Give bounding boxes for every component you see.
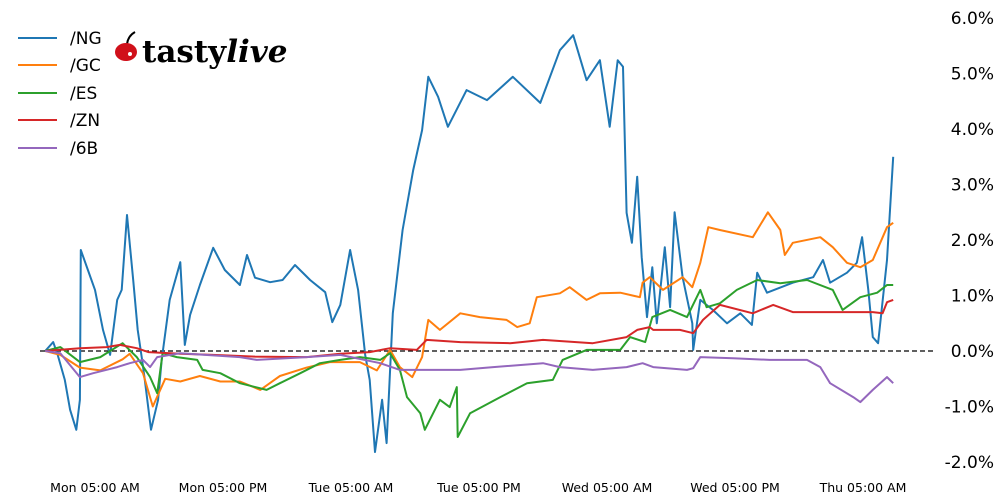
legend-item-6b: /6B [18,139,98,159]
series-line-es [44,279,894,438]
y-tick-label: 1.0% [951,287,994,307]
y-tick-label: 4.0% [951,120,994,140]
logo-text: tastylive [142,34,288,70]
legend-label: /NG [70,29,102,49]
legend: /NG /GC /ES /ZN /6B [18,29,102,159]
series-line-ng [44,34,895,453]
legend-item-es: /ES [18,84,97,104]
legend-label: /GC [70,56,101,76]
series-line-zn [45,298,894,359]
legend-item-ng: /NG [18,29,102,49]
x-tick-label: Thu 05:00 AM [819,480,907,495]
y-tick-label: -1.0% [945,398,994,418]
y-tick-label: 2.0% [951,231,994,251]
x-tick-label: Wed 05:00 PM [690,480,780,495]
x-tick-label: Tue 05:00 AM [308,480,394,495]
y-tick-label: 0.0% [951,342,994,362]
legend-item-zn: /ZN [18,111,100,131]
x-tick-label: Mon 05:00 PM [179,480,268,495]
x-tick-label: Tue 05:00 PM [436,480,521,495]
y-axis-ticks: 6.0% 5.0% 4.0% 3.0% 2.0% 1.0% 0.0% -1.0%… [945,9,994,473]
series-line-6b [45,350,894,404]
y-tick-label: -2.0% [945,453,994,473]
logo-text-italic: live [226,34,287,70]
y-tick-label: 3.0% [951,176,994,196]
series-line-gc [44,211,894,408]
cherry-stem-icon [126,31,136,45]
legend-label: /ZN [70,111,100,131]
legend-label: /ES [70,84,97,104]
y-tick-label: 6.0% [951,9,994,29]
y-tick-label: 5.0% [951,65,994,85]
legend-label: /6B [70,139,98,159]
x-axis-ticks: Mon 05:00 AM Mon 05:00 PM Tue 05:00 AM T… [50,480,906,495]
cherry-icon [115,43,137,61]
legend-item-gc: /GC [18,56,101,76]
cherry-highlight [128,52,132,56]
tastylive-logo: tastylive [115,31,288,70]
x-tick-label: Mon 05:00 AM [50,480,140,495]
x-tick-label: Wed 05:00 AM [562,480,653,495]
logo-text-main: tasty [142,34,227,70]
series-layer [44,34,895,453]
